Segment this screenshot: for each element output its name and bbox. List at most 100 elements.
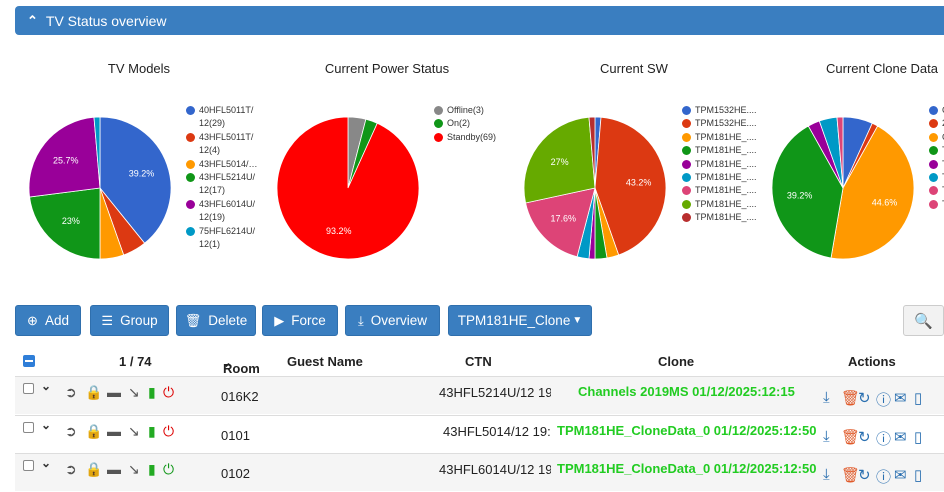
ctn-column-header[interactable]: CTN <box>465 354 492 369</box>
refresh-icon[interactable]: ↻ <box>858 390 871 407</box>
pie-slice[interactable] <box>99 116 172 244</box>
force-button[interactable]: ▶ Force <box>262 305 338 336</box>
group-button[interactable]: ☰ Group <box>90 305 169 336</box>
delete-button[interactable]: 🗑 Delete <box>176 305 256 336</box>
legend-item[interactable]: T <box>929 184 944 197</box>
download-arrow-icon[interactable]: ↘ <box>128 384 140 400</box>
legend-item[interactable]: 40HFL5011T/ 12(29) <box>186 104 258 131</box>
envelope-icon[interactable]: ✉ <box>894 390 907 407</box>
legend-item[interactable]: TPM181HE_.... <box>682 171 757 184</box>
pie-slice[interactable] <box>93 116 101 189</box>
table-row[interactable]: ⌄ ➲ 🔒 ▬ ↘ ▮ ⏻ 016K2 43HFL5214U/12 19: Ch… <box>15 376 944 414</box>
legend-item[interactable]: 43HFL5214U/ 12(17) <box>186 171 258 198</box>
download-circle-icon[interactable]: ⤓ <box>823 428 830 445</box>
guest-name-column-header[interactable]: Guest Name <box>287 354 363 369</box>
sign-out-icon[interactable]: ➲ <box>65 423 77 439</box>
card-icon[interactable]: ▬ <box>107 423 121 439</box>
pie-slice[interactable] <box>771 125 844 259</box>
legend-item[interactable]: TPM1532HE.... <box>682 104 757 117</box>
sign-out-icon[interactable]: ➲ <box>65 461 77 477</box>
expand-chevron-icon[interactable]: ⌄ <box>41 379 52 393</box>
overview-button[interactable]: ⤓ Overview <box>345 305 440 336</box>
legend-item[interactable]: TPM181HE_.... <box>682 158 757 171</box>
power-icon[interactable]: ⏻ <box>163 384 175 400</box>
pie-slice[interactable] <box>525 187 596 258</box>
legend-item[interactable]: TPM181HE_.... <box>682 198 757 211</box>
legend-item[interactable]: TPM181HE_.... <box>682 131 757 144</box>
select-all-checkbox[interactable] <box>23 355 35 367</box>
lock-icon[interactable]: 🔒 <box>85 384 103 400</box>
info-icon[interactable]: ⓘ <box>876 392 892 409</box>
legend-item[interactable]: TPM181HE_.... <box>682 184 757 197</box>
pie-slice[interactable] <box>276 116 420 260</box>
sign-out-icon[interactable]: ➲ <box>65 384 77 400</box>
clone-dropdown[interactable]: TPM181HE_Clone ▼ <box>448 305 592 336</box>
legend-item[interactable]: TPM181HE_.... <box>682 211 757 224</box>
legend-item[interactable]: Offline(3) <box>434 104 496 117</box>
row-checkbox[interactable] <box>23 383 34 394</box>
table-row[interactable]: ⌄ ➲ 🔒 ▬ ↘ ▮ ⏻ 0102 43HFL6014U/12 19: TPM… <box>15 453 944 491</box>
legend-item[interactable]: 43HFL6014U/ 12(19) <box>186 198 258 225</box>
legend-item[interactable]: T <box>929 158 944 171</box>
power-icon[interactable]: ⏻ <box>163 423 175 439</box>
remote-icon[interactable]: ▯ <box>914 429 923 446</box>
lock-icon[interactable]: 🔒 <box>85 461 103 477</box>
legend-item[interactable]: T <box>929 198 944 211</box>
refresh-icon[interactable]: ↻ <box>858 429 871 446</box>
legend-item[interactable]: TPM1532HE.... <box>682 117 757 130</box>
envelope-icon[interactable]: ✉ <box>894 429 907 446</box>
card-icon[interactable]: ▬ <box>107 461 121 477</box>
download-circle-icon[interactable]: ⤓ <box>823 466 830 483</box>
legend-item[interactable]: 43HFL5014/… <box>186 158 258 171</box>
legend-swatch <box>929 159 938 169</box>
legend-item[interactable]: T <box>929 171 944 184</box>
add-button[interactable]: ⊕ Add <box>15 305 81 336</box>
legend-item[interactable]: TPM181HE_.... <box>682 144 757 157</box>
pie-slice[interactable] <box>836 116 844 189</box>
search-button[interactable]: 🔍 <box>903 305 944 336</box>
envelope-icon[interactable]: ✉ <box>894 467 907 484</box>
download-arrow-icon[interactable]: ↘ <box>128 423 140 439</box>
pie-slice[interactable] <box>523 116 596 204</box>
remote-icon[interactable]: ▯ <box>914 390 923 407</box>
table-row[interactable]: ⌄ ➲ 🔒 ▬ ↘ ▮ ⏻ 0101 43HFL5014/12 19: TPM1… <box>15 415 944 453</box>
pie-slice[interactable] <box>830 125 915 260</box>
power-icon[interactable]: ⏻ <box>163 461 175 477</box>
remote-icon[interactable]: ▯ <box>914 467 923 484</box>
legend-item[interactable]: 43HFL5011T/ 12(4) <box>186 131 258 158</box>
legend-item[interactable]: C <box>929 104 944 117</box>
trash-icon[interactable]: 🗑 <box>841 429 861 446</box>
legend-item[interactable]: Standby(69) <box>434 131 496 144</box>
legend-item[interactable]: 2 <box>929 117 944 130</box>
legend-item[interactable]: On(2) <box>434 117 496 130</box>
chevron-up-icon[interactable]: ⌃ <box>27 12 38 28</box>
room-cell: 0101 <box>221 428 250 443</box>
lock-icon[interactable]: 🔒 <box>85 423 103 439</box>
download-circle-icon[interactable]: ⤓ <box>823 389 830 406</box>
pie-slice[interactable] <box>29 187 101 260</box>
pie-slice[interactable] <box>594 116 667 256</box>
row-checkbox[interactable] <box>23 460 34 471</box>
row-checkbox[interactable] <box>23 422 34 433</box>
refresh-icon[interactable]: ↻ <box>858 467 871 484</box>
legend-item[interactable]: T <box>929 144 944 157</box>
pie-slice[interactable] <box>588 116 596 189</box>
legend-swatch <box>186 199 195 209</box>
info-icon[interactable]: ⓘ <box>876 469 892 486</box>
clone-column-header[interactable]: Clone <box>658 354 695 369</box>
pie-slice[interactable] <box>28 116 101 198</box>
legend-item[interactable]: 75HFL6214U/ 12(1) <box>186 225 258 252</box>
panel-header[interactable]: ⌃ TV Status overview <box>15 6 944 35</box>
info-icon[interactable]: ⓘ <box>876 431 892 448</box>
clone-cell: TPM181HE_CloneData_0 01/12/2025:12:50 <box>557 423 817 438</box>
legend-item[interactable]: C <box>929 131 944 144</box>
download-circle-icon: ⤓ <box>357 312 364 328</box>
expand-chevron-icon[interactable]: ⌄ <box>41 418 52 432</box>
download-arrow-icon[interactable]: ↘ <box>128 461 140 477</box>
card-icon[interactable]: ▬ <box>107 384 121 400</box>
trash-icon[interactable]: 🗑 <box>841 390 861 407</box>
expand-chevron-icon[interactable]: ⌄ <box>41 456 52 470</box>
trash-icon[interactable]: 🗑 <box>841 467 861 484</box>
legend-swatch <box>186 106 195 115</box>
actions-column-header: Actions <box>848 354 896 369</box>
